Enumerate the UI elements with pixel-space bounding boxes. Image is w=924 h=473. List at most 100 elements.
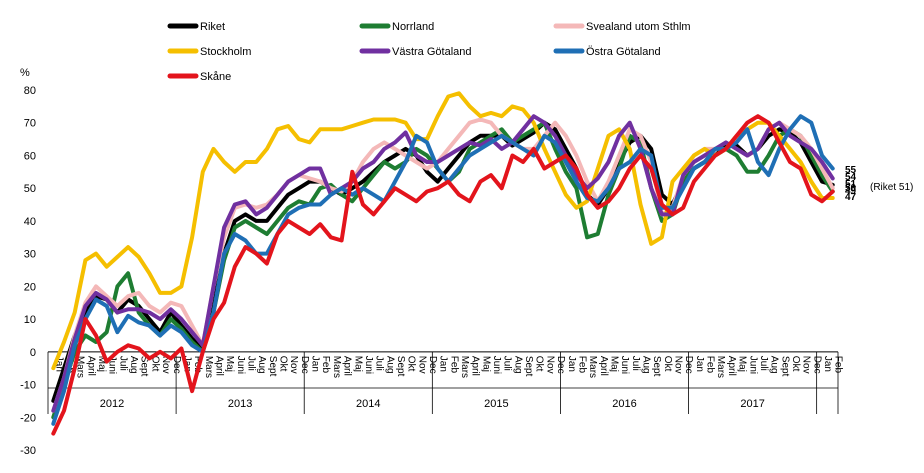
x-tick-label: Mars (331, 356, 342, 378)
x-tick-label: Juli (502, 356, 513, 371)
series-line (51, 114, 835, 436)
series-line (51, 114, 835, 426)
x-tick-label: Juni (363, 356, 374, 374)
x-tick-label: Feb (576, 356, 587, 374)
x-tick-label: Juli (246, 356, 257, 371)
year-label: 2016 (612, 398, 636, 410)
year-label: 2012 (100, 398, 124, 410)
x-tick-label: Okt (149, 356, 160, 372)
x-tick-label: Aug (256, 356, 267, 374)
x-tick-label: Nov (160, 356, 171, 374)
x-tick-label: Okt (278, 356, 289, 372)
x-tick-label: Okt (534, 356, 545, 372)
x-tick-label: April (213, 356, 224, 376)
x-tick-label: Okt (406, 356, 417, 372)
x-tick-label: Mars (459, 356, 470, 378)
x-tick-label: Nov (673, 356, 684, 374)
end-value-label: 49 (845, 186, 857, 197)
x-tick-label: Maj (352, 356, 363, 372)
x-tick-label: Sept (267, 356, 278, 377)
x-tick-label: Jan (566, 356, 577, 372)
y-tick-label: 20 (24, 281, 36, 293)
x-tick-label: Juni (491, 356, 502, 374)
y-axis-label: % (20, 67, 30, 79)
y-tick-label: 80 (24, 85, 36, 97)
x-tick-label: Jan (822, 356, 833, 372)
x-tick-label: Maj (737, 356, 748, 372)
x-tick-label: Sept (139, 356, 150, 377)
legend-label: Norrland (392, 21, 434, 33)
y-tick-label: 70 (24, 118, 36, 130)
x-tick-label: April (726, 356, 737, 376)
x-tick-label: Nov (288, 356, 299, 374)
x-tick-label: Mars (203, 356, 214, 378)
end-value-label: 50 (845, 183, 857, 194)
series-line (51, 91, 835, 371)
x-tick-label: Sept (523, 356, 534, 377)
year-label: 2013 (228, 398, 252, 410)
year-label: 2014 (356, 398, 380, 410)
y-tick-label: -20 (20, 412, 36, 424)
x-tick-label: Maj (96, 356, 107, 372)
x-tick-label: Mars (587, 356, 598, 378)
year-label: 2015 (484, 398, 508, 410)
y-tick-label: -30 (20, 445, 36, 457)
x-tick-label: April (598, 356, 609, 376)
x-tick-label: Nov (801, 356, 812, 374)
series-line (51, 114, 835, 413)
x-tick-label: Aug (641, 356, 652, 374)
x-tick-label: Sept (779, 356, 790, 377)
year-label: 2017 (740, 398, 764, 410)
x-tick-label: Juli (630, 356, 641, 371)
x-tick-label: Nov (416, 356, 427, 374)
x-tick-label: Okt (662, 356, 673, 372)
x-tick-label: Jan (694, 356, 705, 372)
legend-label: Västra Götaland (392, 46, 472, 58)
x-tick-label: Feb (320, 356, 331, 374)
x-tick-label: Maj (480, 356, 491, 372)
y-tick-label: 60 (24, 150, 36, 162)
x-tick-label: Maj (224, 356, 235, 372)
legend-label: Svealand utom Sthlm (586, 21, 691, 33)
x-tick-label: Maj (608, 356, 619, 372)
end-value-label: 47 (845, 192, 857, 203)
end-value-label: 51 (845, 179, 857, 190)
y-tick-label: -10 (20, 380, 36, 392)
x-tick-label: April (342, 356, 353, 376)
y-tick-label: 40 (24, 216, 36, 228)
y-tick-label: 0 (30, 347, 36, 359)
x-tick-label: Feb (448, 356, 459, 374)
legend-label: Skåne (200, 71, 231, 83)
x-tick-label: Juni (619, 356, 630, 374)
x-tick-label: Mars (75, 356, 86, 378)
y-tick-label: 50 (24, 183, 36, 195)
x-tick-label: Aug (512, 356, 523, 374)
x-tick-label: April (85, 356, 96, 376)
x-tick-label: Sept (395, 356, 406, 377)
x-tick-label: Juli (117, 356, 128, 371)
end-note: (Riket 51) (870, 182, 913, 193)
x-tick-label: Feb (705, 356, 716, 374)
x-tick-label: Jan (53, 356, 64, 372)
x-tick-label: Sept (651, 356, 662, 377)
end-value-label: 55 (845, 165, 857, 176)
y-tick-label: 30 (24, 249, 36, 261)
x-tick-label: Juni (107, 356, 118, 374)
x-tick-label: Aug (769, 356, 780, 374)
x-tick-label: Mars (715, 356, 726, 378)
x-tick-label: Jan (310, 356, 321, 372)
x-tick-label: April (470, 356, 481, 376)
legend-label: Stockholm (200, 46, 251, 58)
legend-label: Riket (200, 21, 225, 33)
legend-label: Östra Götaland (586, 46, 661, 58)
x-tick-label: Nov (544, 356, 555, 374)
x-tick-label: Okt (790, 356, 801, 372)
x-tick-label: Juni (235, 356, 246, 374)
x-tick-label: Juli (758, 356, 769, 371)
end-value-label: 54 (845, 172, 857, 183)
x-tick-label: Juli (374, 356, 385, 371)
x-tick-label: Aug (128, 356, 139, 374)
x-tick-label: Jan (438, 356, 449, 372)
